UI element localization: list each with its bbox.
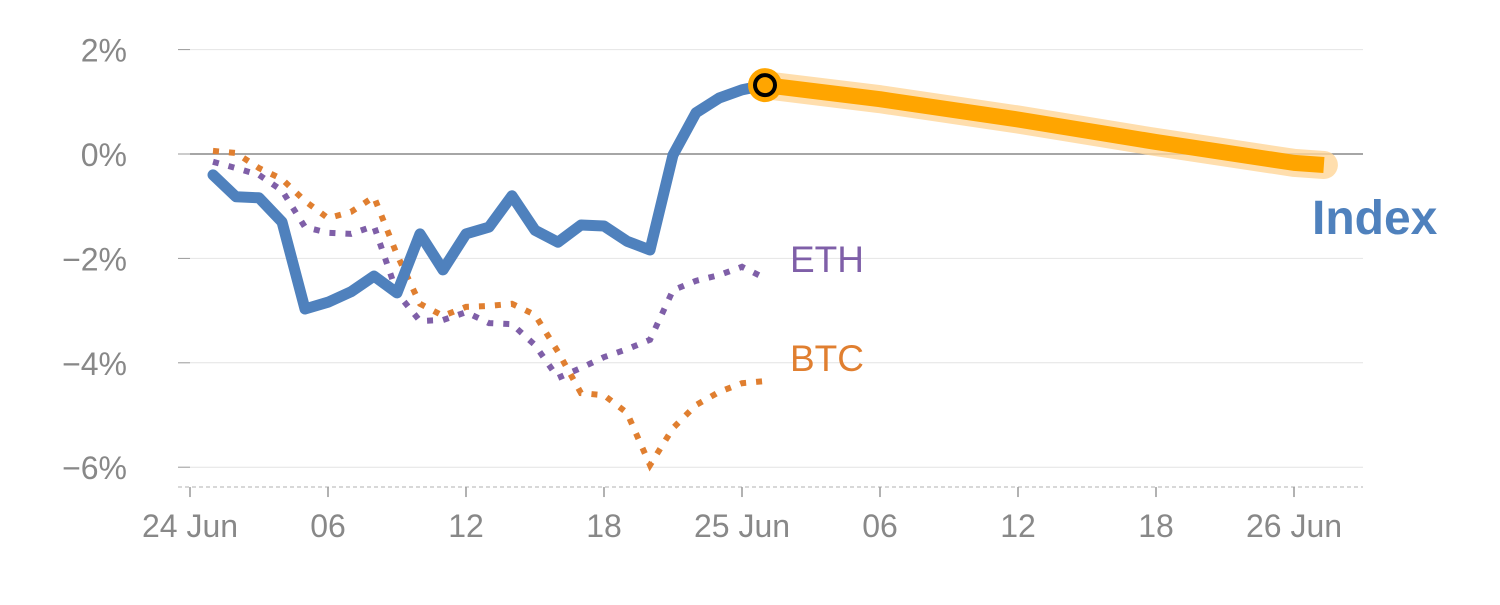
- x-tick-label: 18: [1138, 508, 1174, 544]
- x-axis: 24 Jun 06 12 18 25 Jun 06 12 18 26 Jun: [142, 486, 1363, 544]
- y-tick-label: 2%: [81, 33, 127, 69]
- series-line-eth: [212, 158, 767, 382]
- y-tick-label: −4%: [62, 346, 127, 382]
- y-tick-label: 0%: [81, 137, 127, 173]
- y-axis: 2% 0% −2% −4% −6%: [62, 33, 190, 486]
- y-tick-label: −2%: [62, 241, 127, 277]
- series-line-index: [207, 79, 771, 315]
- series-line-btc: [212, 147, 766, 472]
- y-tick-label: −6%: [62, 450, 127, 486]
- x-tick-label: 12: [1000, 508, 1036, 544]
- x-tick-label: 06: [310, 508, 346, 544]
- grid: [190, 49, 1363, 468]
- last-point-marker-ring: [753, 73, 777, 98]
- x-tick-label: 25 Jun: [694, 508, 790, 544]
- forecast-line: [764, 77, 1325, 173]
- series-label-index: Index: [1312, 192, 1438, 245]
- x-tick-label: 26 Jun: [1246, 508, 1342, 544]
- series-label-eth: ETH: [790, 239, 864, 280]
- series-lines: [207, 68, 1338, 472]
- x-tick-label: 18: [586, 508, 622, 544]
- series-label-btc: BTC: [790, 338, 864, 379]
- x-tick-label: 06: [862, 508, 898, 544]
- x-tick-label: 24 Jun: [142, 508, 238, 544]
- x-tick-label: 12: [448, 508, 484, 544]
